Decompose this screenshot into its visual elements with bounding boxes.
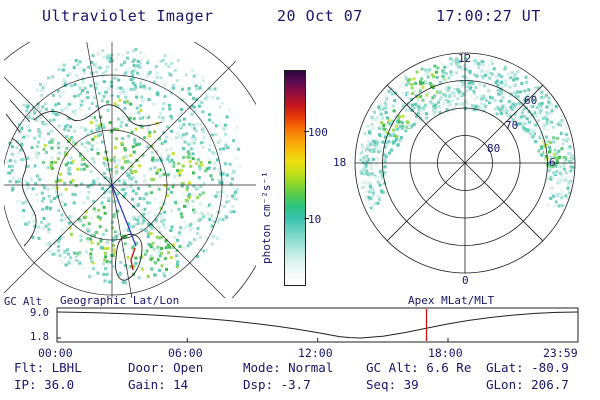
colorbar <box>284 70 306 286</box>
apex-panel-title: Apex MLat/MLT <box>408 294 495 307</box>
colorbar-group: photon cm⁻²s⁻¹ 100 10 <box>258 62 336 297</box>
status-gc-alt: GC Alt: 6.6 Re <box>366 360 472 375</box>
xtick-1800: 18:00 <box>428 346 463 360</box>
xtick-1200: 12:00 <box>298 346 333 360</box>
status-seq: Seq: 39 <box>366 377 419 392</box>
status-dsp: Dsp: -3.7 <box>243 377 311 392</box>
status-glon: GLon: 206.7 <box>486 377 569 392</box>
mlt-0-label: 0 <box>462 274 469 287</box>
xtick-0600: 06:00 <box>168 346 203 360</box>
colorbar-unit-label: photon cm⁻²s⁻¹ <box>260 171 273 264</box>
apex-polar-plot <box>354 52 576 274</box>
mlt-6-label: 6 <box>549 156 556 169</box>
geo-panel-title: Geographic Lat/Lon <box>60 294 180 307</box>
instrument-title: Ultraviolet Imager <box>42 7 214 25</box>
colorbar-tick-mark <box>304 218 309 219</box>
gc-alt-axis-label: GC Alt <box>4 296 42 308</box>
geographic-uv-map <box>4 42 256 298</box>
gc-alt-strip-chart <box>56 307 579 343</box>
ytick-1-8: 1.8 <box>30 331 49 343</box>
mlat-70-label: 70 <box>505 119 519 132</box>
colorbar-tick-mark <box>304 131 309 132</box>
status-flt: Flt: LBHL <box>14 360 82 375</box>
ytick-9-0: 9.0 <box>30 307 49 319</box>
status-door: Door: Open <box>128 360 204 375</box>
colorbar-tick-10: 10 <box>308 213 322 226</box>
status-glat: GLat: -80.9 <box>486 360 569 375</box>
mlt-18-label: 18 <box>333 156 347 169</box>
mlat-60-label: 60 <box>524 94 538 107</box>
date-label: 20 Oct 07 <box>277 7 363 25</box>
status-gain: Gain: 14 <box>128 377 189 392</box>
time-label: 17:00:27 UT <box>436 7 541 25</box>
mlt-12-label: 12 <box>458 52 472 65</box>
mlat-80-label: 80 <box>487 142 501 155</box>
status-ip: IP: 36.0 <box>14 377 75 392</box>
xtick-0000: 00:00 <box>38 346 73 360</box>
status-mode: Mode: Normal <box>243 360 334 375</box>
xtick-2359: 23:59 <box>543 346 578 360</box>
colorbar-tick-100: 100 <box>308 126 328 139</box>
